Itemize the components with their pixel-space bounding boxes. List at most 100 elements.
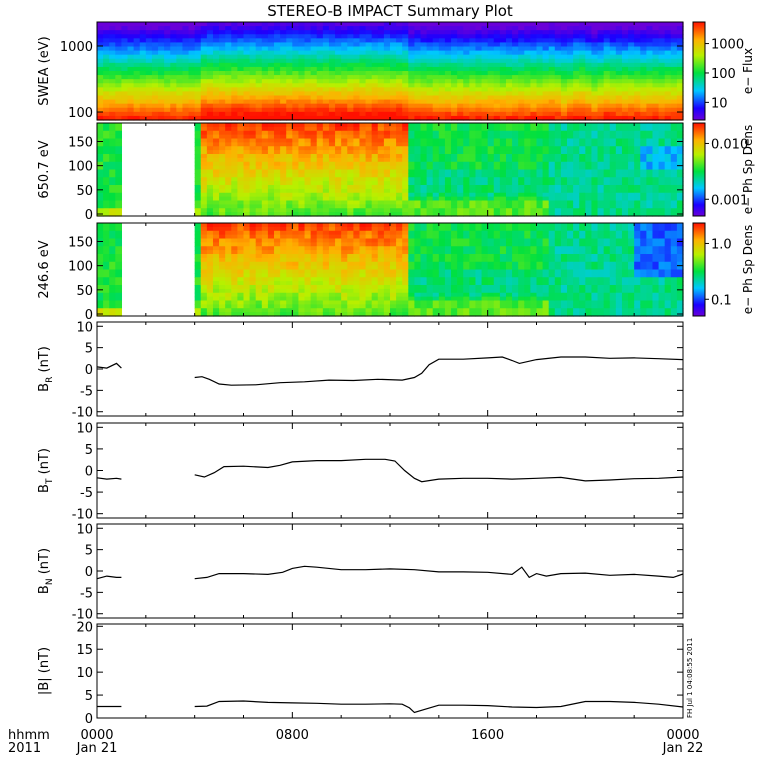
heatmap-cell — [615, 134, 623, 140]
heatmap-cell — [292, 188, 300, 194]
heatmap-cell — [377, 130, 385, 136]
heatmap-cell — [597, 26, 605, 31]
heatmap-cell — [548, 26, 556, 31]
heatmap-cell — [194, 103, 202, 109]
heatmap-cell — [591, 95, 599, 101]
heatmap-cell — [457, 42, 464, 48]
heatmap-cell — [402, 188, 409, 194]
heatmap-cell — [249, 230, 257, 236]
heatmap-cell — [426, 157, 434, 163]
heatmap-cell — [109, 196, 116, 202]
heatmap-cell — [634, 87, 641, 93]
heatmap-cell — [499, 154, 507, 159]
heatmap-cell — [292, 181, 300, 186]
heatmap-cell — [457, 58, 464, 64]
heatmap-cell — [408, 95, 416, 101]
heatmap-cell — [524, 200, 531, 205]
heatmap-cell — [206, 79, 214, 84]
heatmap-cell — [316, 223, 324, 228]
heatmap-cell — [133, 115, 141, 121]
heatmap-cell — [371, 154, 379, 159]
heatmap-cell — [292, 230, 300, 236]
heatmap-cell — [652, 83, 660, 88]
heatmap-cell — [225, 181, 232, 186]
heatmap-cell — [335, 87, 342, 93]
y-tick-label: 100 — [68, 160, 93, 175]
heatmap-cell — [597, 50, 605, 56]
heatmap-cell — [304, 277, 312, 282]
heatmap-cell — [390, 66, 397, 72]
heatmap-cell — [261, 169, 269, 174]
heatmap-cell — [103, 146, 110, 151]
heatmap-cell — [274, 38, 281, 44]
heatmap-cell — [328, 91, 336, 97]
heatmap-cell — [255, 169, 263, 174]
heatmap-cell — [365, 138, 373, 143]
heatmap-cell — [359, 142, 367, 147]
heatmap-cell — [383, 185, 391, 190]
heatmap-cell — [200, 208, 208, 213]
heatmap-cell — [438, 79, 446, 84]
heatmap-cell — [499, 91, 507, 97]
heatmap-cell — [573, 204, 580, 209]
heatmap-cell — [621, 50, 629, 56]
heatmap-cell — [469, 95, 477, 101]
heatmap-cell — [603, 134, 611, 140]
heatmap-cell — [298, 230, 306, 236]
heatmap-cell — [493, 34, 501, 39]
heatmap-cell — [634, 99, 641, 105]
heatmap-cell — [420, 46, 428, 52]
heatmap-cell — [249, 107, 257, 113]
heatmap-cell — [109, 54, 116, 60]
heatmap-cell — [219, 230, 226, 236]
heatmap-cell — [499, 208, 507, 213]
heatmap-cell — [310, 111, 318, 117]
heatmap-cell — [390, 173, 397, 178]
heatmap-cell — [304, 185, 312, 190]
heatmap-cell — [304, 71, 312, 76]
heatmap-cell — [103, 22, 110, 27]
heatmap-cell — [621, 115, 629, 121]
heatmap-cell — [524, 75, 531, 80]
heatmap-cell — [243, 177, 251, 182]
heatmap-cell — [255, 196, 263, 202]
heatmap-cell — [280, 138, 287, 143]
heatmap-cell — [322, 173, 330, 178]
heatmap-cell — [438, 87, 446, 93]
heatmap-cell — [237, 157, 245, 163]
heatmap-cell — [237, 250, 245, 255]
heatmap-cell — [115, 238, 123, 243]
heatmap-cell — [249, 265, 257, 271]
heatmap-cell — [231, 300, 238, 305]
heatmap-cell — [493, 134, 501, 140]
heatmap-cell — [426, 146, 434, 151]
heatmap-cell — [481, 169, 489, 174]
heatmap-cell — [481, 138, 489, 143]
heatmap-cell — [548, 123, 556, 128]
heatmap-cell — [194, 308, 202, 313]
heatmap-cell — [225, 242, 232, 247]
heatmap-cell — [212, 246, 220, 251]
heatmap-cell — [255, 192, 263, 198]
heatmap-cell — [444, 87, 452, 93]
heatmap-cell — [505, 185, 513, 190]
heatmap-cell — [463, 138, 470, 143]
heatmap-cell — [97, 254, 104, 259]
heatmap-cell — [579, 54, 586, 60]
heatmap-cell — [274, 103, 281, 109]
heatmap-cell — [194, 99, 202, 105]
heatmap-cell — [481, 173, 489, 178]
heatmap-cell — [408, 103, 416, 109]
heatmap-cell — [499, 146, 507, 151]
heatmap-cell — [493, 173, 501, 178]
heatmap-cell — [377, 200, 385, 205]
heatmap-cell — [475, 103, 483, 109]
heatmap-cell — [603, 22, 611, 27]
colorbar-tick-label: 0.010 — [711, 137, 748, 152]
heatmap-cell — [231, 204, 238, 209]
heatmap-cell — [444, 212, 452, 217]
heatmap-cell — [322, 54, 330, 60]
heatmap-cell — [451, 130, 458, 136]
heatmap-cell — [121, 95, 129, 101]
